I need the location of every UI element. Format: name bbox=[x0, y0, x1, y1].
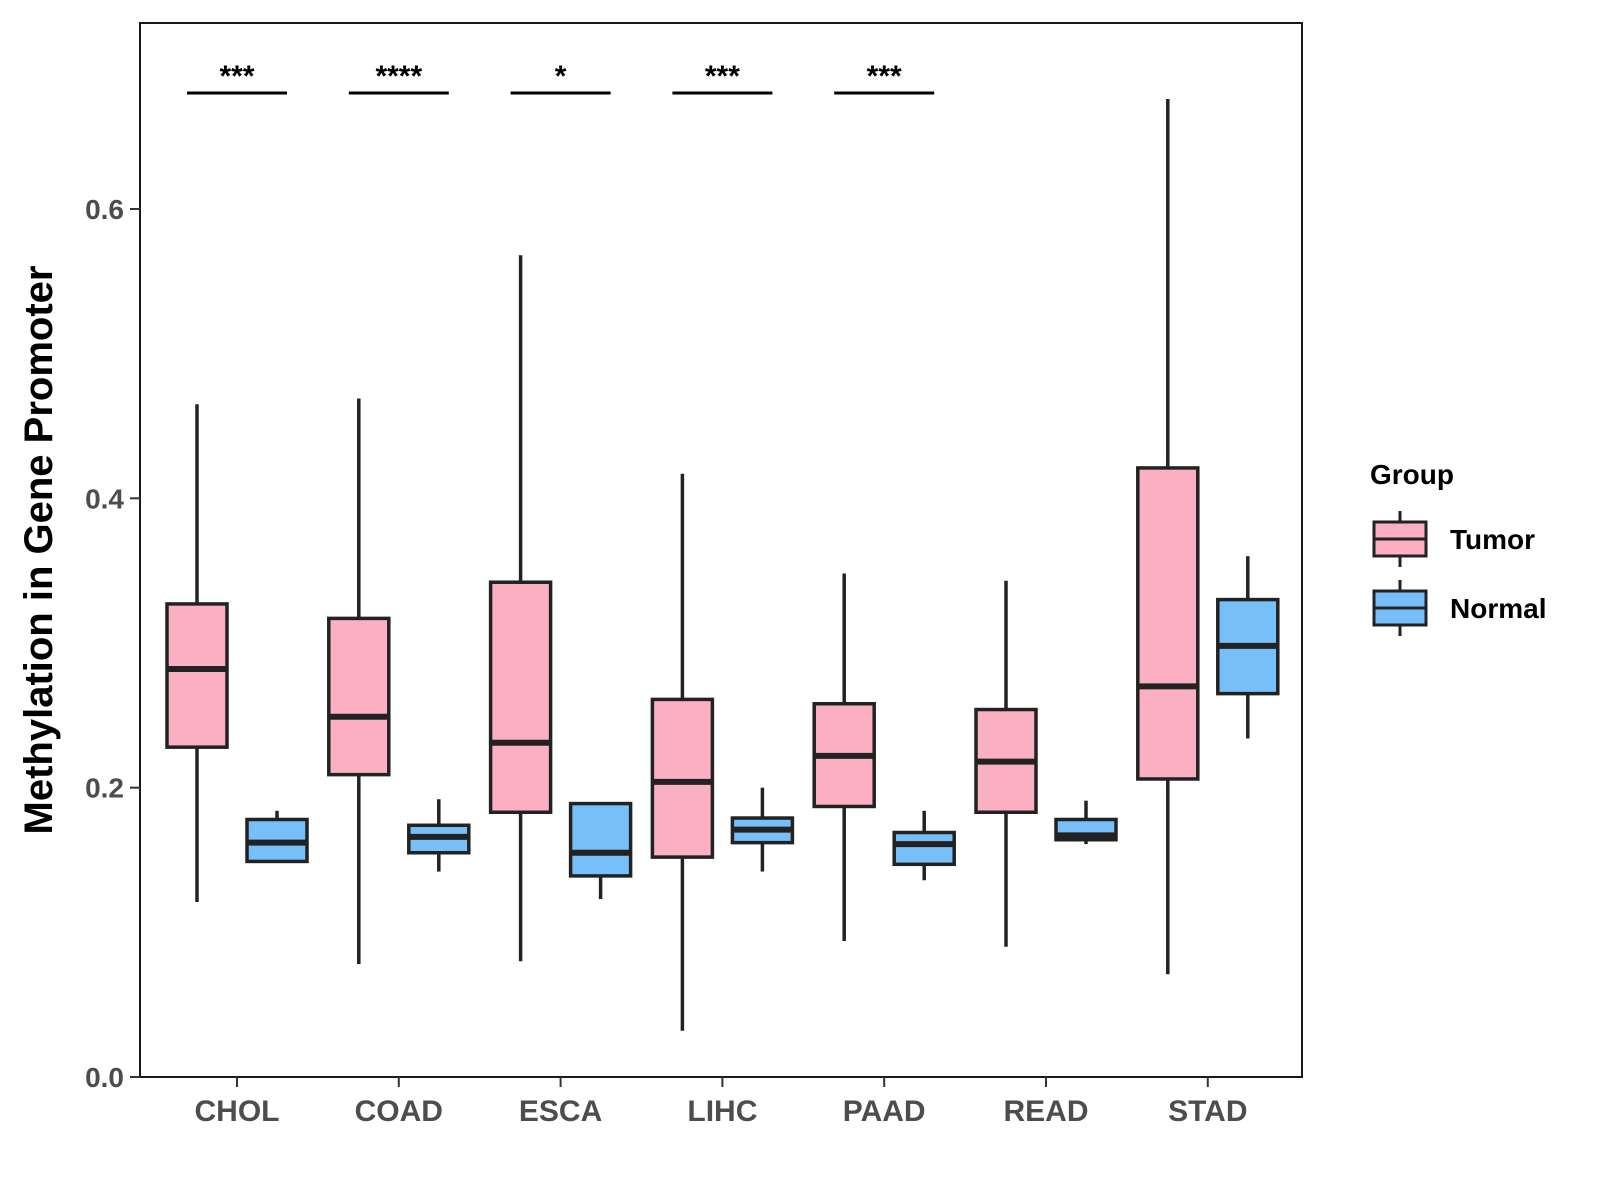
significance-label: * bbox=[555, 60, 567, 93]
significance-lihc: *** bbox=[672, 60, 773, 95]
significance-paad: *** bbox=[834, 60, 935, 95]
box-iqr bbox=[892, 830, 956, 867]
y-tick-label: 0.4 bbox=[85, 483, 124, 514]
box-stad-tumor bbox=[1136, 99, 1200, 975]
y-tick-label: 0.0 bbox=[85, 1062, 124, 1093]
x-tick-label: COAD bbox=[355, 1095, 443, 1128]
box-lihc-normal bbox=[730, 787, 795, 872]
box-esca-tumor bbox=[488, 255, 553, 962]
box-paad-normal bbox=[892, 810, 956, 881]
plot-marks: *** **** * *** *** bbox=[165, 60, 1280, 1031]
significance-coad: **** bbox=[348, 60, 449, 95]
box-read-tumor bbox=[974, 580, 1038, 947]
significance-label: **** bbox=[375, 60, 422, 93]
legend-title: Group bbox=[1370, 459, 1454, 490]
box-read-normal bbox=[1054, 800, 1118, 845]
x-tick-label: LIHC bbox=[687, 1095, 757, 1128]
significance-chol: *** bbox=[187, 60, 287, 95]
x-tick-label: READ bbox=[1003, 1095, 1088, 1128]
y-axis: 0.0 0.2 0.4 0.6 bbox=[85, 194, 140, 1093]
box-iqr bbox=[327, 616, 391, 777]
legend-entry-normal: Normal bbox=[1372, 580, 1546, 636]
y-tick-label: 0.6 bbox=[85, 194, 124, 225]
box-iqr bbox=[1136, 466, 1200, 781]
x-axis: CHOL COAD ESCA LIHC PAAD READ STAD bbox=[195, 1077, 1248, 1128]
legend-label: Tumor bbox=[1450, 524, 1535, 555]
x-tick-label: ESCA bbox=[519, 1095, 602, 1128]
box-iqr bbox=[650, 697, 715, 859]
y-tick-label: 0.2 bbox=[85, 773, 124, 804]
legend-entry-tumor: Tumor bbox=[1372, 511, 1535, 567]
box-esca-normal bbox=[568, 801, 633, 900]
significance-label: *** bbox=[867, 60, 902, 93]
box-iqr bbox=[568, 801, 633, 878]
box-iqr bbox=[165, 602, 229, 749]
y-axis-title: Methylation in Gene Promoter bbox=[17, 266, 61, 835]
legend-label: Normal bbox=[1450, 593, 1546, 624]
box-iqr bbox=[488, 580, 553, 815]
box-paad-tumor bbox=[812, 573, 876, 942]
x-tick-label: CHOL bbox=[195, 1095, 280, 1128]
x-tick-label: PAAD bbox=[843, 1095, 926, 1128]
box-coad-normal bbox=[407, 799, 471, 872]
significance-label: *** bbox=[219, 60, 254, 93]
significance-esca: * bbox=[510, 60, 611, 95]
legend: Tumor Normal bbox=[1372, 511, 1546, 636]
x-tick-label: STAD bbox=[1168, 1095, 1247, 1128]
box-stad-normal bbox=[1216, 556, 1280, 739]
significance-label: *** bbox=[705, 60, 740, 93]
plot-panel-border bbox=[139, 22, 1303, 1078]
box-coad-tumor bbox=[327, 398, 391, 965]
box-lihc-tumor bbox=[650, 473, 715, 1031]
box-chol-tumor bbox=[165, 404, 229, 902]
box-chol-normal bbox=[245, 810, 309, 864]
